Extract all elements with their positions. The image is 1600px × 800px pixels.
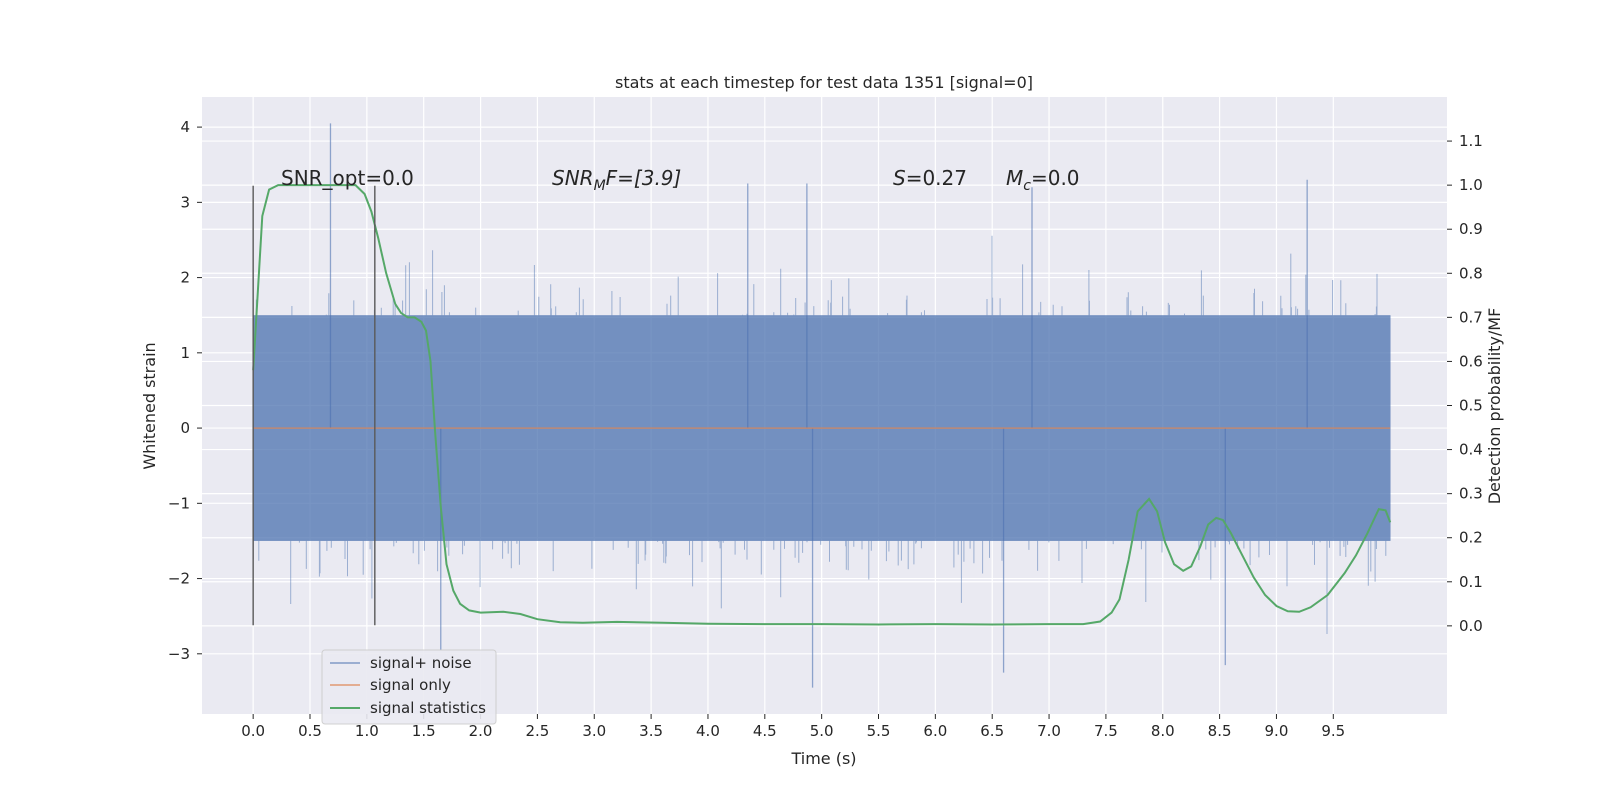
x-tick-label: 0.5 (298, 722, 322, 740)
chart-title: stats at each timestep for test data 135… (615, 73, 1033, 92)
annotation-s-label: S (893, 166, 906, 190)
annotation-s-value: =0.27 (906, 166, 967, 190)
series-group (252, 184, 1392, 626)
annotation-mc-value: =0.0 (1031, 166, 1080, 190)
y-right-tick-label: 0.0 (1459, 617, 1483, 635)
y-right-tick-label: 0.5 (1459, 397, 1483, 415)
x-tick-label: 1.5 (412, 722, 436, 740)
annotation-snr-mf-label: SNR (552, 166, 594, 190)
x-tick-label: 6.0 (923, 722, 947, 740)
x-tick-label: 4.0 (696, 722, 720, 740)
x-tick-label: 5.5 (867, 722, 891, 740)
y-right-tick-label: 0.3 (1459, 485, 1483, 503)
y-left-tick-label: −1 (168, 494, 190, 512)
annotation-snr-mf: SNRMF=[3.9] (552, 166, 681, 194)
x-tick-label: 8.0 (1151, 722, 1175, 740)
y-left-tick-label: 1 (180, 344, 190, 362)
y-right-tick-label: 0.7 (1459, 308, 1483, 326)
y-axis-right-label: Detection probability/MF (1485, 308, 1504, 505)
x-tick-label: 2.5 (525, 722, 549, 740)
y-right-tick-label: 0.2 (1459, 529, 1483, 547)
y-axis-left-label: Whitened strain (140, 342, 159, 469)
y-axis-right-ticks: 0.0 0.1 0.2 0.3 0.4 0.5 0.6 0.7 0.8 0.9 1.0 1.1 (1447, 132, 1483, 635)
legend-label-signal-only: signal only (370, 676, 451, 694)
legend: signal+ noise signal only signal statist… (321, 649, 497, 725)
annotation-mc: Mc=0.0 (1006, 166, 1080, 194)
y-right-tick-label: 1.1 (1459, 132, 1483, 150)
x-tick-label: 7.0 (1037, 722, 1061, 740)
x-tick-label: 9.5 (1321, 722, 1345, 740)
x-axis-label: Time (s) (790, 749, 856, 768)
y-left-tick-label: −2 (168, 570, 190, 588)
x-tick-label: 1.0 (355, 722, 379, 740)
y-right-tick-label: 0.9 (1459, 220, 1483, 238)
x-tick-label: 6.5 (980, 722, 1004, 740)
x-tick-label: 5.0 (810, 722, 834, 740)
legend-label-noise: signal+ noise (370, 654, 472, 672)
x-tick-label: 2.0 (469, 722, 493, 740)
y-left-tick-label: 3 (180, 193, 190, 211)
y-left-tick-label: 4 (180, 118, 190, 136)
y-right-tick-label: 1.0 (1459, 176, 1483, 194)
series-signal-statistics (252, 184, 1392, 626)
annotation-s: S=0.27 (893, 166, 967, 190)
x-tick-label: 7.5 (1094, 722, 1118, 740)
y-axis-left-ticks: −3 −2 −1 0 1 2 3 4 (168, 118, 202, 663)
x-tick-label: 4.5 (753, 722, 777, 740)
annotation-snr-mf-sub: M (594, 178, 606, 194)
y-left-tick-label: 2 (180, 269, 190, 287)
y-right-tick-label: 0.6 (1459, 352, 1483, 370)
vertical-markers (252, 185, 376, 626)
annotation-snr-mf-tail: F=[3.9] (606, 166, 682, 190)
annotation-mc-sub: c (1023, 178, 1031, 194)
y-left-tick-label: −3 (168, 645, 190, 663)
x-tick-label: 3.5 (639, 722, 663, 740)
x-tick-label: 3.0 (582, 722, 606, 740)
annotation-mc-label: M (1006, 166, 1023, 190)
y-left-tick-label: 0 (180, 419, 190, 437)
y-right-tick-label: 0.1 (1459, 573, 1483, 591)
x-axis-ticks: 0.0 0.5 1.0 1.5 2.0 2.5 3.0 3.5 4.0 4.5 5.0 5.5 6.0 6… (241, 714, 1345, 740)
legend-box (321, 649, 497, 725)
x-tick-label: 8.5 (1208, 722, 1232, 740)
x-tick-label: 9.0 (1265, 722, 1289, 740)
annotation-snr-opt: SNR_opt=0.0 (281, 166, 414, 190)
x-tick-label: 0.0 (241, 722, 265, 740)
legend-label-statistics: signal statistics (370, 699, 486, 717)
y-right-tick-label: 0.4 (1459, 441, 1483, 459)
y-right-tick-label: 0.8 (1459, 264, 1483, 282)
